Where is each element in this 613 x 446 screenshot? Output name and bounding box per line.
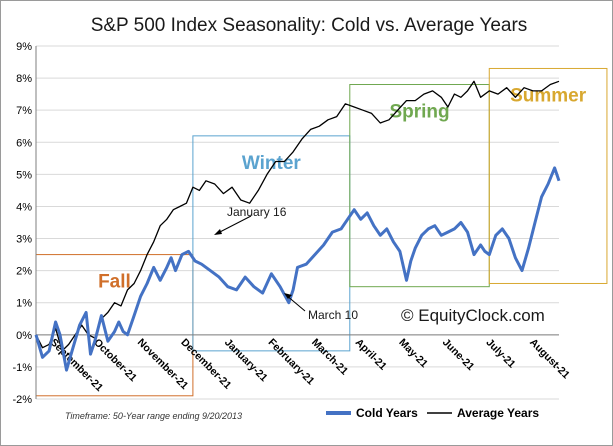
y-tick-label: 7% <box>16 105 32 117</box>
gridlines <box>36 45 559 400</box>
y-tick-label: 0% <box>16 330 32 342</box>
chart-title: S&P 500 Index Seasonality: Cold vs. Aver… <box>91 15 528 36</box>
legend-cold-years: Cold Years <box>356 406 418 420</box>
y-tick-label: -2% <box>12 394 32 406</box>
y-tick-label: 1% <box>16 298 32 310</box>
y-tick-label: 6% <box>16 137 32 149</box>
season-regions: Fall Winter Spring Summer <box>35 67 608 397</box>
series-lines <box>34 80 561 372</box>
legend: Cold Years Average Years <box>326 406 539 420</box>
legend-average-years: Average Years <box>457 406 539 420</box>
region-label-summer: Summer <box>510 85 587 106</box>
x-tick-label: October-21 <box>91 336 139 384</box>
region-label-fall: Fall <box>98 272 131 293</box>
region-summer <box>488 67 608 284</box>
footnote: Timeframe: 50-Year range ending 9/20/201… <box>65 411 242 421</box>
annotation-label: March 10 <box>308 308 358 322</box>
annotation-label: January 16 <box>227 205 287 219</box>
x-tick-label: May-21 <box>396 336 430 370</box>
axes <box>35 46 559 399</box>
x-tick-label: March-21 <box>309 336 350 377</box>
watermark: © EquityClock.com <box>401 306 545 325</box>
region-label-winter: Winter <box>242 153 302 174</box>
series-line-average-years <box>35 80 560 352</box>
y-tick-label: -1% <box>12 362 32 374</box>
series-line-cold-years <box>34 166 561 372</box>
x-tick-label: August-21 <box>527 336 572 381</box>
annotation-january-16: January 16 <box>214 205 287 235</box>
x-tick-label: January-21 <box>222 336 270 384</box>
annotation-march-10: March 10 <box>284 293 358 322</box>
y-tick-label: 5% <box>16 169 32 181</box>
x-axis-ticks: September-21October-21November-21Decembe… <box>48 336 572 394</box>
y-tick-label: 2% <box>16 266 32 278</box>
x-tick-label: July-21 <box>484 336 518 370</box>
y-tick-label: 4% <box>16 201 32 213</box>
y-tick-label: 3% <box>16 234 32 246</box>
y-axis-ticks: -2% -1% 0% 1% 2% 3% 4% 5% 6% 7% 8% 9% <box>12 41 32 406</box>
y-tick-label: 9% <box>16 41 32 53</box>
y-tick-label: 8% <box>16 73 32 85</box>
region-label-spring: Spring <box>389 102 449 123</box>
x-tick-label: June-21 <box>440 336 477 373</box>
